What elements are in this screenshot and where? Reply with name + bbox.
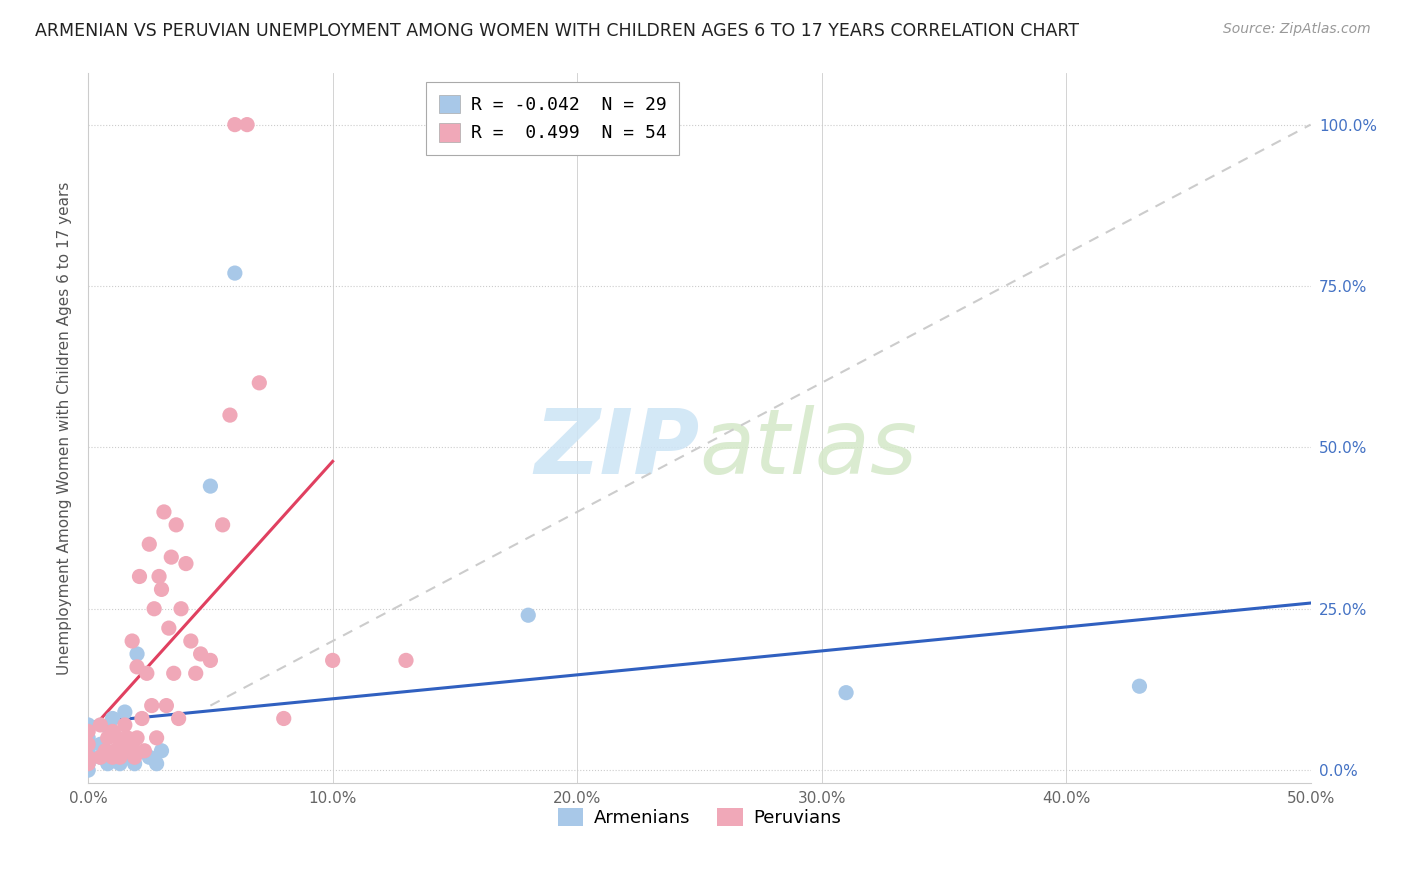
Point xyxy=(224,118,246,132)
Point xyxy=(124,756,146,771)
Point xyxy=(395,653,418,667)
Point xyxy=(89,750,111,764)
Point xyxy=(108,750,131,764)
Point xyxy=(107,744,129,758)
Point xyxy=(77,737,100,751)
Point xyxy=(101,711,124,725)
Point xyxy=(322,653,344,667)
Point xyxy=(200,653,222,667)
Point xyxy=(97,756,120,771)
Point xyxy=(236,118,259,132)
Point xyxy=(190,647,212,661)
Point xyxy=(143,601,166,615)
Point xyxy=(165,517,187,532)
Point xyxy=(153,505,176,519)
Point xyxy=(121,744,143,758)
Point xyxy=(77,750,100,764)
Point xyxy=(117,750,139,764)
Point xyxy=(135,666,157,681)
Point xyxy=(211,517,233,532)
Point xyxy=(517,608,540,623)
Point xyxy=(101,750,124,764)
Point xyxy=(200,479,222,493)
Point xyxy=(170,601,193,615)
Point xyxy=(97,731,120,745)
Point xyxy=(111,737,134,751)
Point xyxy=(145,731,167,745)
Point xyxy=(157,621,180,635)
Point xyxy=(174,557,197,571)
Point xyxy=(77,763,100,777)
Point xyxy=(108,756,131,771)
Point xyxy=(128,569,150,583)
Point xyxy=(835,686,858,700)
Point xyxy=(134,744,156,758)
Point xyxy=(121,737,143,751)
Point xyxy=(121,634,143,648)
Point xyxy=(114,737,136,751)
Point xyxy=(114,744,136,758)
Point xyxy=(89,750,111,764)
Text: atlas: atlas xyxy=(699,405,917,493)
Point xyxy=(273,711,295,725)
Point xyxy=(224,266,246,280)
Point xyxy=(89,737,111,751)
Point xyxy=(125,660,148,674)
Point xyxy=(98,724,121,739)
Y-axis label: Unemployment Among Women with Children Ages 6 to 17 years: Unemployment Among Women with Children A… xyxy=(58,181,72,674)
Point xyxy=(184,666,207,681)
Point xyxy=(124,750,146,764)
Text: Source: ZipAtlas.com: Source: ZipAtlas.com xyxy=(1223,22,1371,37)
Text: ARMENIAN VS PERUVIAN UNEMPLOYMENT AMONG WOMEN WITH CHILDREN AGES 6 TO 17 YEARS C: ARMENIAN VS PERUVIAN UNEMPLOYMENT AMONG … xyxy=(35,22,1080,40)
Point xyxy=(89,718,111,732)
Point xyxy=(138,750,160,764)
Point xyxy=(77,718,100,732)
Point xyxy=(118,744,141,758)
Point xyxy=(77,756,100,771)
Point xyxy=(1128,679,1150,693)
Point xyxy=(107,731,129,745)
Point xyxy=(125,731,148,745)
Point xyxy=(101,750,124,764)
Point xyxy=(131,711,153,725)
Point xyxy=(148,569,170,583)
Point xyxy=(180,634,202,648)
Point xyxy=(77,756,100,771)
Point xyxy=(247,376,270,390)
Point xyxy=(150,582,173,597)
Point xyxy=(155,698,177,713)
Point xyxy=(77,724,100,739)
Point xyxy=(219,408,242,422)
Point xyxy=(94,744,117,758)
Point xyxy=(160,550,183,565)
Point xyxy=(77,744,100,758)
Point xyxy=(167,711,190,725)
Point xyxy=(145,756,167,771)
Point xyxy=(117,731,139,745)
Point xyxy=(114,718,136,732)
Point xyxy=(138,537,160,551)
Point xyxy=(94,744,117,758)
Text: ZIP: ZIP xyxy=(534,405,699,493)
Point xyxy=(101,724,124,739)
Point xyxy=(163,666,186,681)
Point xyxy=(77,731,100,745)
Legend: Armenians, Peruvians: Armenians, Peruvians xyxy=(550,801,848,834)
Point xyxy=(77,750,100,764)
Point xyxy=(141,698,163,713)
Point xyxy=(114,705,136,719)
Point xyxy=(125,647,148,661)
Point xyxy=(150,744,173,758)
Point xyxy=(104,744,127,758)
